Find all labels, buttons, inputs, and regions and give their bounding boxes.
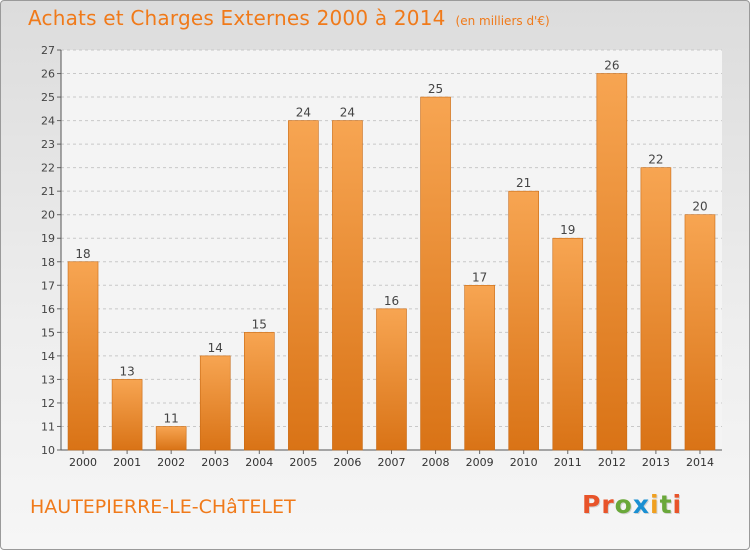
x-tick-label: 2012 xyxy=(598,456,626,469)
y-tick-label: 11 xyxy=(41,420,55,433)
logo-letter: x xyxy=(632,490,650,519)
x-tick-label: 2013 xyxy=(642,456,670,469)
x-tick-label: 2005 xyxy=(289,456,317,469)
data-label: 16 xyxy=(384,294,399,308)
y-tick-label: 26 xyxy=(41,68,55,81)
bar-2004 xyxy=(244,332,275,451)
bar-2006 xyxy=(332,120,363,451)
y-tick-label: 24 xyxy=(41,115,55,128)
bar-2007 xyxy=(376,308,407,451)
y-tick-label: 19 xyxy=(41,232,55,245)
y-tick-label: 22 xyxy=(41,162,55,175)
bar-2008 xyxy=(420,96,451,451)
data-label: 13 xyxy=(119,364,134,378)
data-label: 18 xyxy=(75,247,90,261)
y-tick-label: 21 xyxy=(41,185,55,198)
y-tick-label: 23 xyxy=(41,138,55,151)
x-tick-label: 2000 xyxy=(69,456,97,469)
y-tick-label: 13 xyxy=(41,373,55,386)
bar-2011 xyxy=(552,237,584,451)
data-label: 17 xyxy=(472,270,487,284)
title-row: Achats et Charges Externes 2000 à 2014 (… xyxy=(28,6,550,36)
y-tick-label: 12 xyxy=(41,397,55,410)
y-tick-label: 17 xyxy=(41,279,55,292)
y-tick-label: 15 xyxy=(41,326,55,339)
bar-2000 xyxy=(67,261,99,451)
y-tick-labels: 10 11 12 13 14 15 16 17 18 19 20 21 22 23 24 25 26 27 xyxy=(41,44,55,457)
x-tick-label: 2003 xyxy=(201,456,229,469)
logo-letter: i xyxy=(672,490,683,519)
y-tick-label: 27 xyxy=(41,44,55,57)
x-tick-label: 2010 xyxy=(510,456,538,469)
y-tick-label: 14 xyxy=(41,350,55,363)
logo-letter: r xyxy=(601,490,615,519)
data-label: 14 xyxy=(208,341,223,355)
x-tick-labels: 2000 2001 2002 2003 2004 2005 2006 2007 2008 2009… xyxy=(69,456,714,469)
x-tick-label: 2006 xyxy=(333,456,361,469)
bar-2009 xyxy=(464,284,495,451)
bar-2014 xyxy=(684,214,716,451)
y-tick-label: 18 xyxy=(41,256,55,269)
bar-2002 xyxy=(155,426,187,451)
y-tick-label: 16 xyxy=(41,303,55,316)
data-label: 22 xyxy=(648,153,663,167)
data-label: 20 xyxy=(692,200,707,214)
data-label: 15 xyxy=(252,317,267,331)
y-tick-label: 25 xyxy=(41,91,55,104)
bars xyxy=(67,73,716,451)
x-tick-label: 2004 xyxy=(245,456,273,469)
bar-2005 xyxy=(288,120,319,451)
data-label: 21 xyxy=(516,176,531,190)
x-tick-label: 2001 xyxy=(113,456,141,469)
bar-2013 xyxy=(640,167,672,451)
bar-2001 xyxy=(111,379,143,451)
x-tick-label: 2009 xyxy=(466,456,494,469)
x-tick-label: 2002 xyxy=(157,456,185,469)
y-tick-label: 10 xyxy=(41,444,55,457)
y-tick-label: 20 xyxy=(41,209,55,222)
location-name: HAUTEPIERRE-LE-CHâTELET xyxy=(30,496,296,518)
logo-letter: t xyxy=(659,490,673,519)
chart-subtitle: (en milliers d'€) xyxy=(455,14,550,28)
logo-letter: o xyxy=(614,490,633,519)
data-labels: 18 13 11 14 15 24 24 16 25 17 21 19 26 22 20 xyxy=(75,59,707,426)
data-label: 25 xyxy=(428,82,443,96)
proxiti-logo[interactable]: Proxiti xyxy=(582,490,682,519)
bar-2003 xyxy=(199,355,231,451)
data-label: 19 xyxy=(560,223,575,237)
chart-title: Achats et Charges Externes 2000 à 2014 xyxy=(28,6,446,30)
data-label: 24 xyxy=(296,106,311,120)
x-tick-label: 2007 xyxy=(378,456,406,469)
x-tick-label: 2011 xyxy=(554,456,582,469)
x-tick-label: 2014 xyxy=(686,456,714,469)
data-label: 11 xyxy=(164,411,179,425)
data-label: 26 xyxy=(604,59,619,73)
data-label: 24 xyxy=(340,106,355,120)
x-tick-label: 2008 xyxy=(422,456,450,469)
bar-2010 xyxy=(508,190,540,451)
logo-letter: P xyxy=(582,490,602,519)
bar-2012 xyxy=(596,73,628,451)
logo-letter: i xyxy=(650,490,660,519)
